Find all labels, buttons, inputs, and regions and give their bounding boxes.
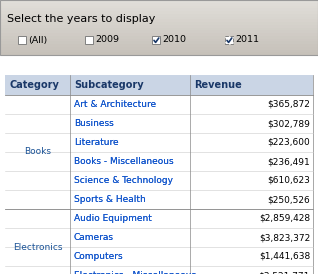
Text: Books - Miscellaneous: Books - Miscellaneous — [74, 157, 174, 166]
Bar — [225, 36, 233, 44]
Text: $1,441,638: $1,441,638 — [259, 252, 310, 261]
Text: Sports & Health: Sports & Health — [74, 195, 146, 204]
Bar — [0, 30, 318, 33]
Text: 2011: 2011 — [235, 36, 259, 44]
Bar — [5, 190, 313, 209]
Text: $365,872: $365,872 — [267, 100, 310, 109]
Text: Books: Books — [24, 147, 51, 156]
Bar — [0, 0, 318, 3]
Text: $250,526: $250,526 — [267, 195, 310, 204]
Text: Business: Business — [74, 119, 114, 128]
Bar — [5, 247, 313, 266]
Text: Electronics - Miscellaneous: Electronics - Miscellaneous — [74, 271, 196, 274]
Bar — [18, 36, 26, 44]
Text: (All): (All) — [28, 36, 47, 44]
Bar — [5, 75, 313, 95]
Bar — [0, 50, 318, 52]
Bar — [5, 209, 313, 228]
Bar — [0, 36, 318, 39]
Bar — [0, 41, 318, 44]
Bar — [0, 5, 318, 8]
Text: Books - Miscellaneous: Books - Miscellaneous — [74, 157, 174, 166]
Text: Electronics - Miscellaneous: Electronics - Miscellaneous — [74, 271, 196, 274]
Text: Business: Business — [74, 119, 114, 128]
Text: Art & Architecture: Art & Architecture — [74, 100, 156, 109]
Text: $223,600: $223,600 — [267, 138, 310, 147]
Text: $236,491: $236,491 — [267, 157, 310, 166]
Bar — [152, 36, 160, 44]
Text: Science & Technology: Science & Technology — [74, 176, 173, 185]
Bar — [5, 152, 313, 171]
Bar — [85, 36, 93, 44]
Bar — [0, 52, 318, 55]
Text: $3,521,771: $3,521,771 — [259, 271, 310, 274]
Bar — [5, 114, 313, 133]
Bar — [0, 8, 318, 11]
Text: Electronics: Electronics — [13, 242, 62, 252]
Bar — [0, 25, 318, 27]
Text: $302,789: $302,789 — [267, 119, 310, 128]
Bar — [0, 3, 318, 5]
Bar — [5, 228, 313, 247]
Text: Computers: Computers — [74, 252, 124, 261]
Bar — [0, 27, 318, 30]
Text: Literature: Literature — [74, 138, 119, 147]
Text: Cameras: Cameras — [74, 233, 114, 242]
Bar — [0, 33, 318, 36]
Bar — [0, 44, 318, 47]
Text: Science & Technology: Science & Technology — [74, 176, 173, 185]
Bar — [0, 39, 318, 41]
Bar — [0, 22, 318, 25]
Text: Computers: Computers — [74, 252, 124, 261]
Bar — [5, 133, 313, 152]
Bar — [5, 171, 313, 190]
Text: Literature: Literature — [74, 138, 119, 147]
Text: 2009: 2009 — [95, 36, 119, 44]
Bar — [0, 19, 318, 22]
Text: $2,859,428: $2,859,428 — [259, 214, 310, 223]
Text: Select the years to display: Select the years to display — [7, 14, 156, 24]
Text: $3,823,372: $3,823,372 — [259, 233, 310, 242]
Text: Art & Architecture: Art & Architecture — [74, 100, 156, 109]
Text: Cameras: Cameras — [74, 233, 114, 242]
Text: Audio Equipment: Audio Equipment — [74, 214, 152, 223]
Text: 2010: 2010 — [162, 36, 186, 44]
Text: Subcategory: Subcategory — [74, 80, 144, 90]
Text: $610,623: $610,623 — [267, 176, 310, 185]
Bar — [0, 11, 318, 14]
Bar — [0, 47, 318, 50]
Text: Category: Category — [9, 80, 59, 90]
Text: Audio Equipment: Audio Equipment — [74, 214, 152, 223]
Bar — [0, 0, 318, 55]
Bar — [5, 266, 313, 274]
Text: Revenue: Revenue — [194, 80, 242, 90]
Bar — [0, 14, 318, 16]
Bar — [5, 95, 313, 114]
Bar — [5, 75, 313, 274]
Text: Sports & Health: Sports & Health — [74, 195, 146, 204]
Bar — [0, 16, 318, 19]
